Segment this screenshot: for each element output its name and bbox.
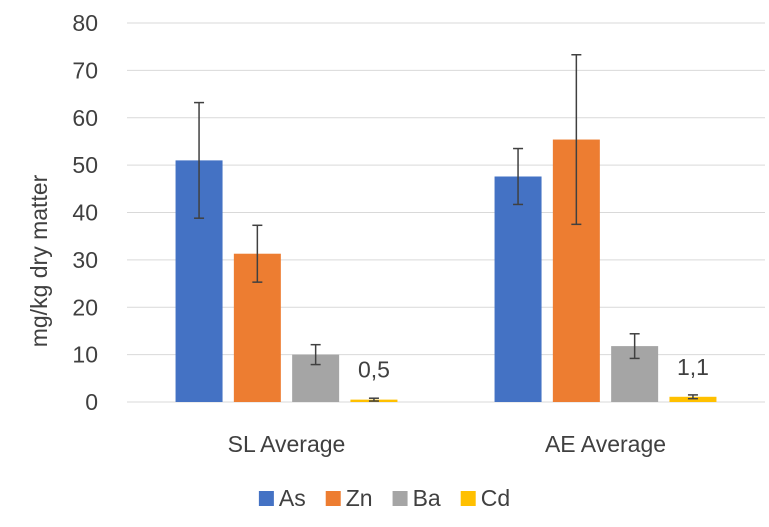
error-bar — [629, 333, 640, 360]
legend-item-ba: Ba — [392, 485, 441, 511]
y-axis-title: mg/kg dry matter — [26, 174, 52, 347]
legend-item-zn: Zn — [325, 485, 373, 511]
error-bars — [194, 53, 698, 402]
error-bar — [687, 394, 698, 400]
y-tick-label: 50 — [72, 152, 98, 178]
x-tick-label: SL Average — [228, 431, 346, 457]
legend-swatch — [392, 491, 408, 506]
legend-label: As — [279, 485, 306, 511]
y-tick-label: 30 — [72, 247, 98, 273]
y-tick-label: 70 — [72, 57, 98, 83]
error-bar — [368, 397, 379, 402]
x-axis-ticks: SL Average AE Average — [228, 431, 666, 457]
error-bar — [310, 343, 321, 366]
legend-item-as: As — [258, 485, 306, 511]
legend-swatch — [325, 491, 341, 506]
y-tick-label: 0 — [85, 389, 98, 415]
error-bar — [252, 224, 263, 283]
legend-label: Zn — [346, 485, 373, 511]
error-bar — [194, 101, 205, 219]
y-tick-label: 60 — [72, 105, 98, 131]
data-label: 1,1 — [677, 354, 709, 380]
gridlines — [127, 22, 765, 403]
legend-swatch — [258, 491, 274, 506]
data-labels: 0,5 1,1 — [358, 354, 709, 383]
x-tick-label: AE Average — [545, 431, 666, 457]
y-axis-ticks: 0 10 20 30 40 50 60 70 80 — [72, 10, 98, 415]
y-tick-label: 10 — [72, 342, 98, 368]
y-tick-label: 80 — [72, 10, 98, 36]
legend-label: Cd — [481, 485, 510, 511]
y-tick-label: 40 — [72, 200, 98, 226]
legend-item-cd: Cd — [460, 485, 510, 511]
error-bar — [571, 53, 582, 226]
bar-as-ae-average — [494, 176, 542, 402]
legend: As Zn Ba Cd — [258, 485, 510, 511]
legend-swatch — [460, 491, 476, 506]
data-label: 0,5 — [358, 357, 390, 383]
y-tick-label: 20 — [72, 294, 98, 320]
legend-label: Ba — [413, 485, 441, 511]
error-bar — [513, 147, 524, 206]
